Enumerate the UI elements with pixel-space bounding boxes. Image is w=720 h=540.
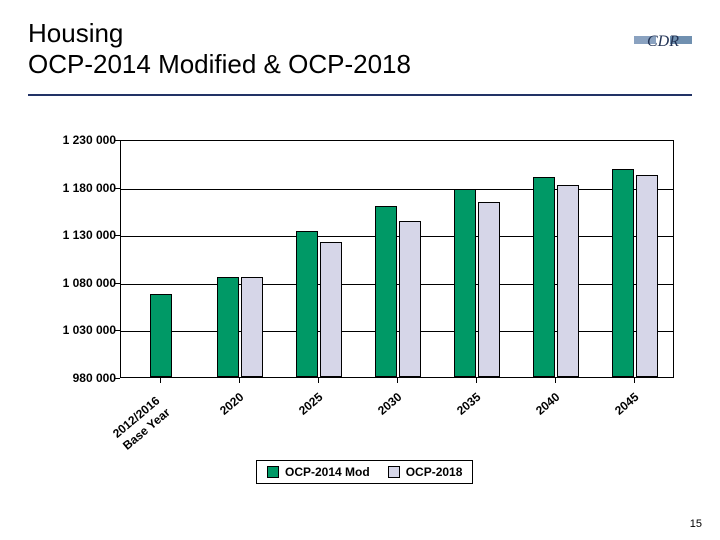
x-tick-mark (239, 378, 240, 383)
page-title-line1: Housing (28, 18, 692, 49)
y-tick-label: 1 130 000 (46, 228, 116, 242)
chart: OCP-2014 ModOCP-2018 980 0001 030 0001 0… (46, 140, 674, 460)
y-tick-label: 1 230 000 (46, 133, 116, 147)
page-number: 15 (690, 518, 702, 530)
bar (399, 221, 421, 377)
header-rule (28, 94, 692, 96)
bar (478, 202, 500, 377)
bar (557, 185, 579, 377)
bar (296, 231, 318, 377)
y-tick-mark (115, 378, 120, 379)
x-tick-label: 2030 (375, 389, 404, 417)
bar (150, 294, 172, 377)
y-tick-label: 1 080 000 (46, 276, 116, 290)
bar (241, 277, 263, 377)
legend-label: OCP-2018 (406, 465, 463, 479)
x-tick-label: 2040 (533, 389, 562, 417)
x-tick-mark (634, 378, 635, 383)
x-tick-mark (397, 378, 398, 383)
bar (454, 189, 476, 377)
y-tick-mark (115, 188, 120, 189)
bar (217, 277, 239, 377)
grid-line (121, 284, 673, 285)
bar (533, 177, 555, 377)
bar (636, 175, 658, 377)
y-tick-mark (115, 283, 120, 284)
grid-line (121, 189, 673, 190)
legend: OCP-2014 Mod OCP-2018 (256, 460, 473, 484)
y-tick-mark (115, 140, 120, 141)
legend-label: OCP-2014 Mod (285, 465, 370, 479)
legend-swatch (267, 466, 279, 478)
y-tick-label: 980 000 (46, 371, 116, 385)
grid-line (121, 236, 673, 237)
page-title-line2: OCP-2014 Modified & OCP-2018 (28, 49, 692, 80)
bar (612, 169, 634, 377)
svg-text:CDR: CDR (647, 33, 679, 50)
plot-area (120, 140, 674, 378)
y-tick-label: 1 180 000 (46, 181, 116, 195)
x-tick-mark (476, 378, 477, 383)
x-tick-mark (160, 378, 161, 383)
legend-swatch (388, 466, 400, 478)
bar (320, 242, 342, 377)
x-tick-mark (555, 378, 556, 383)
y-tick-label: 1 030 000 (46, 323, 116, 337)
bar (375, 206, 397, 377)
x-tick-label: 2035 (454, 389, 483, 417)
x-tick-mark (318, 378, 319, 383)
x-tick-label: 2045 (612, 389, 641, 417)
x-tick-label: 2025 (296, 389, 325, 417)
x-tick-label: 2020 (217, 389, 246, 417)
grid-line (121, 331, 673, 332)
legend-item: OCP-2014 Mod (267, 465, 370, 479)
logo: CDR (634, 24, 692, 56)
y-tick-mark (115, 330, 120, 331)
y-tick-mark (115, 235, 120, 236)
legend-item: OCP-2018 (388, 465, 463, 479)
